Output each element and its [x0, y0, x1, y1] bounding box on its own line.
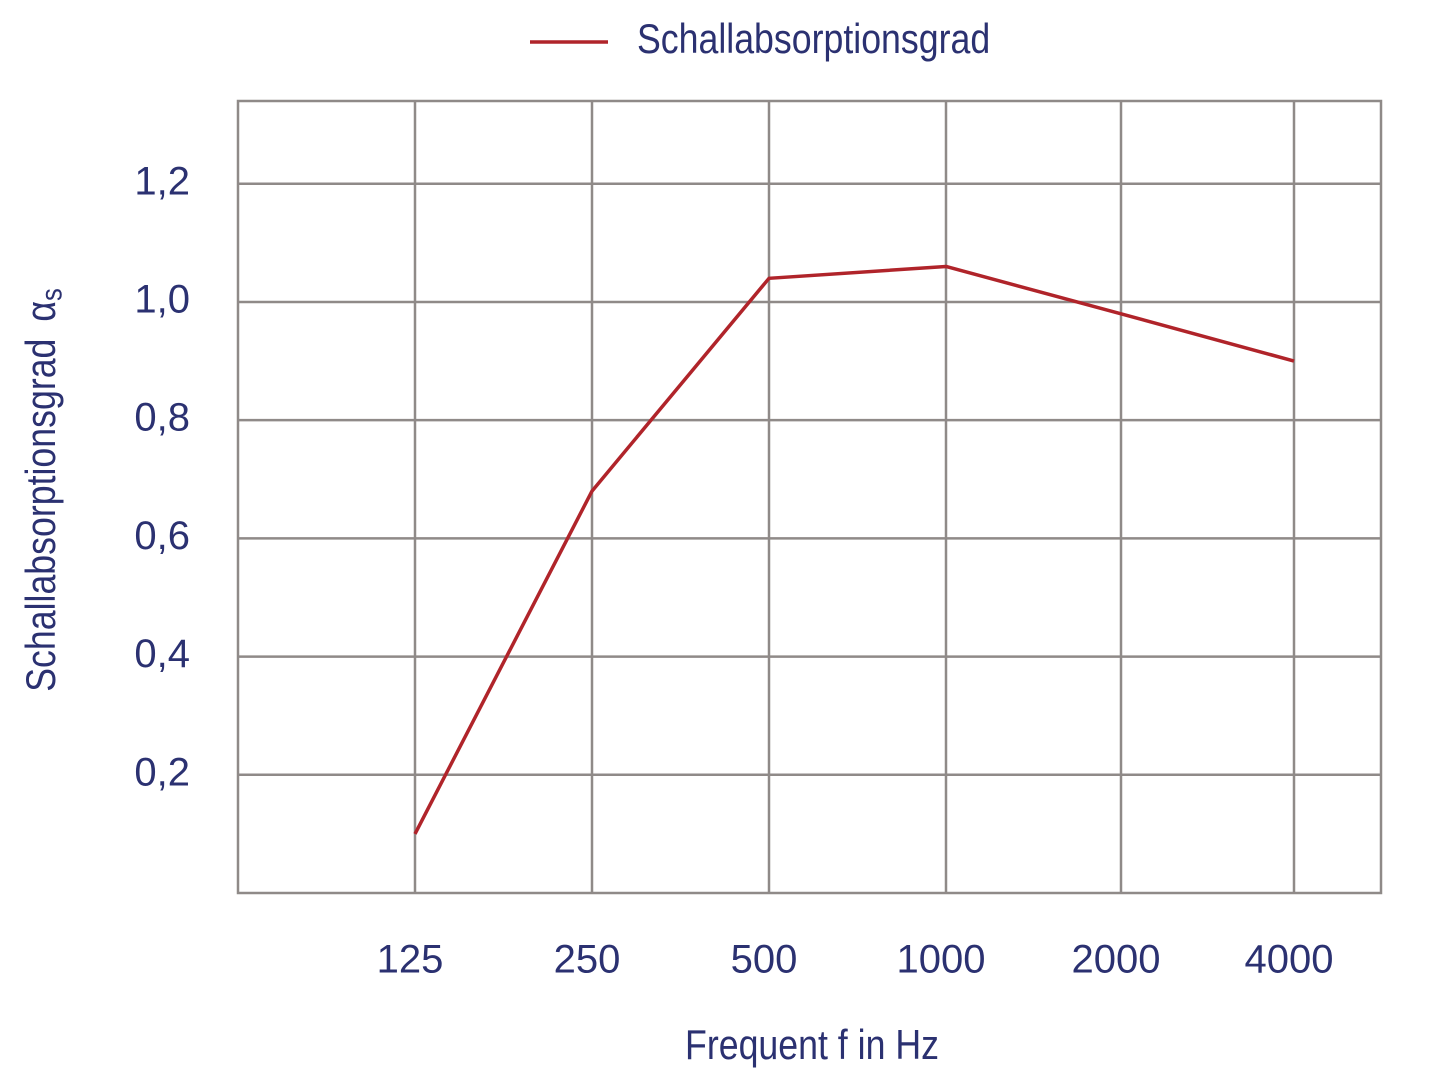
x-axis-title: Frequent f in Hz [685, 1022, 939, 1068]
y-tick-label: 1,0 [134, 278, 190, 322]
y-tick-label: 0,8 [134, 396, 190, 440]
y-axis-symbol-sub: s [35, 288, 68, 301]
x-tick-label: 500 [731, 938, 798, 982]
x-tick-label: 1000 [897, 938, 986, 982]
y-axis-title-text: Schallabsorptionsgrad [18, 339, 64, 692]
plot-frame [236, 99, 1383, 895]
y-tick-label: 1,2 [134, 159, 190, 203]
x-tick-label: 250 [554, 938, 621, 982]
legend-label: Schallabsorptionsgrad [637, 16, 990, 62]
x-tick-label: 125 [377, 938, 444, 982]
y-tick-label: 0,6 [134, 514, 190, 558]
y-axis-symbol: α [18, 301, 64, 322]
x-tick-label: 2000 [1072, 938, 1161, 982]
y-tick-label: 0,2 [134, 750, 190, 794]
x-tick-label: 4000 [1245, 938, 1334, 982]
y-tick-label: 0,4 [134, 632, 190, 676]
data-line [413, 264, 1295, 835]
y-axis-title: Schallabsorptionsgrad αs [18, 288, 68, 692]
